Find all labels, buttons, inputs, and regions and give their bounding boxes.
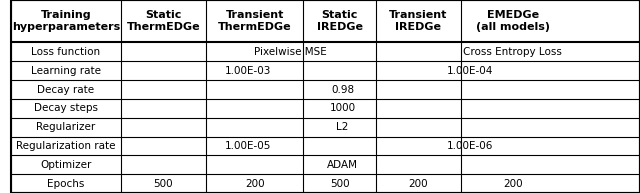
Text: EMEDGe
(all models): EMEDGe (all models)	[476, 10, 550, 32]
Text: Optimizer: Optimizer	[40, 160, 92, 170]
Text: 500: 500	[154, 179, 173, 189]
Text: Transient
IREDGe: Transient IREDGe	[389, 10, 447, 32]
Text: Static
ThermEDGe: Static ThermEDGe	[127, 10, 200, 32]
Text: Training
hyperparameters: Training hyperparameters	[12, 10, 120, 32]
Text: Loss function: Loss function	[31, 47, 100, 57]
Text: 200: 200	[408, 179, 428, 189]
Text: 0.98: 0.98	[331, 85, 354, 95]
Text: L2: L2	[337, 122, 349, 132]
Text: Decay steps: Decay steps	[34, 103, 98, 113]
Text: Epochs: Epochs	[47, 179, 84, 189]
Text: 500: 500	[330, 179, 349, 189]
Text: 1000: 1000	[330, 103, 356, 113]
Text: Pixelwise MSE: Pixelwise MSE	[254, 47, 327, 57]
Text: Learning rate: Learning rate	[31, 66, 100, 76]
Text: Regularizer: Regularizer	[36, 122, 95, 132]
Text: ADAM: ADAM	[327, 160, 358, 170]
Text: Transient
ThermEDGe: Transient ThermEDGe	[218, 10, 291, 32]
Text: Cross Entropy Loss: Cross Entropy Loss	[463, 47, 562, 57]
Text: 200: 200	[503, 179, 522, 189]
Text: Decay rate: Decay rate	[37, 85, 94, 95]
Text: 1.00E-05: 1.00E-05	[225, 141, 271, 151]
Text: Static
IREDGe: Static IREDGe	[317, 10, 362, 32]
Text: 1.00E-04: 1.00E-04	[447, 66, 493, 76]
Text: Regularization rate: Regularization rate	[16, 141, 116, 151]
Text: 1.00E-03: 1.00E-03	[225, 66, 271, 76]
Text: 1.00E-06: 1.00E-06	[447, 141, 493, 151]
Text: 200: 200	[244, 179, 264, 189]
